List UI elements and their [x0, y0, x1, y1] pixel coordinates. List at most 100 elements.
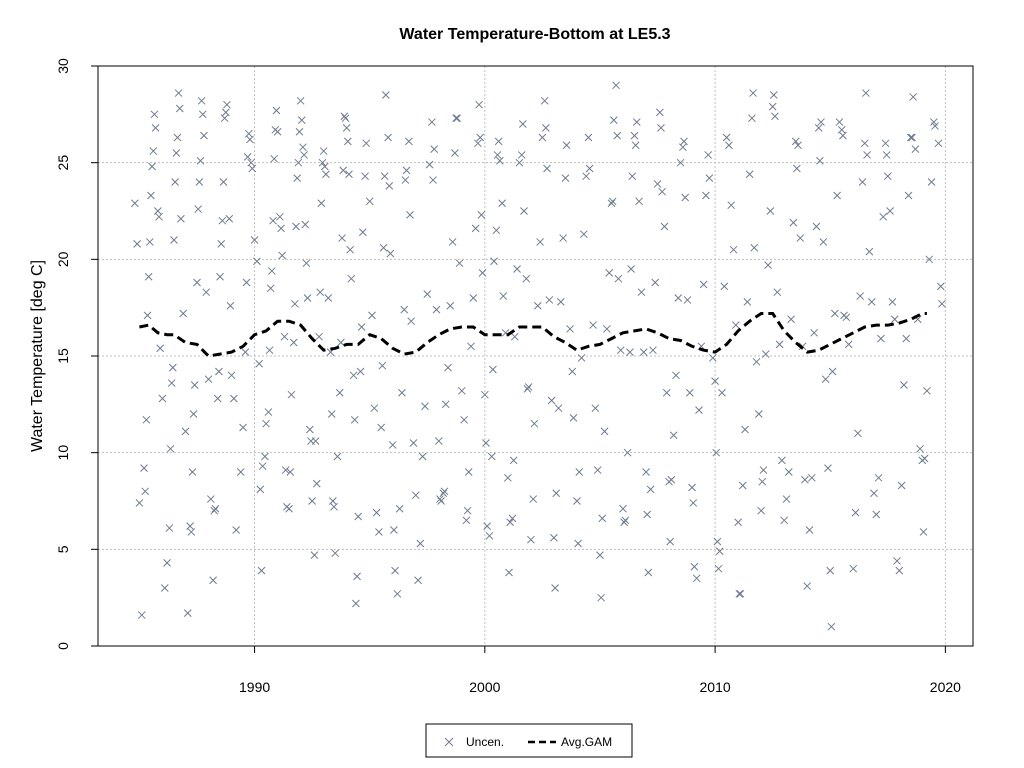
- data-point: [179, 309, 188, 318]
- data-point: [759, 466, 768, 474]
- data-point: [145, 238, 154, 246]
- data-point: [292, 222, 300, 231]
- data-point: [428, 118, 436, 126]
- data-point: [916, 444, 924, 453]
- data-point: [609, 116, 618, 124]
- data-point: [250, 236, 259, 244]
- data-point: [626, 348, 634, 356]
- data-point: [810, 328, 818, 337]
- data-point: [649, 346, 657, 355]
- data-point: [170, 236, 178, 244]
- data-point: [151, 124, 160, 132]
- data-point: [743, 298, 752, 306]
- data-point: [317, 199, 326, 208]
- data-point: [812, 222, 821, 231]
- data-point: [655, 108, 664, 117]
- data-point: [591, 404, 600, 413]
- data-point: [489, 365, 497, 374]
- data-point: [794, 141, 802, 150]
- data-point: [545, 296, 554, 304]
- data-point: [824, 464, 832, 472]
- data-point: [446, 301, 455, 310]
- data-point: [766, 207, 775, 215]
- data-point: [455, 259, 464, 268]
- data-point: [189, 410, 198, 418]
- data-point: [920, 454, 929, 463]
- data-point: [561, 174, 570, 182]
- data-point: [523, 385, 532, 393]
- data-point: [692, 574, 701, 583]
- data-point: [925, 255, 934, 264]
- data-point: [752, 357, 761, 366]
- data-point: [270, 154, 279, 163]
- data-point: [209, 576, 217, 585]
- data-point: [204, 375, 213, 384]
- data-point: [460, 415, 468, 424]
- data-point: [540, 96, 549, 105]
- data-point: [478, 269, 487, 277]
- data-point: [155, 212, 163, 221]
- data-point: [316, 288, 325, 297]
- data-point: [600, 427, 609, 436]
- data-point: [464, 468, 473, 476]
- data-point: [293, 174, 302, 182]
- data-point: [297, 116, 306, 124]
- data-point: [562, 141, 571, 150]
- data-point: [630, 131, 639, 140]
- data-point: [637, 288, 646, 297]
- data-point: [381, 91, 390, 99]
- data-point: [513, 265, 521, 273]
- data-point: [440, 487, 449, 496]
- legend: Uncen. Avg.GAM: [425, 723, 633, 758]
- data-point: [430, 145, 439, 153]
- data-point: [256, 485, 265, 494]
- data-point: [253, 257, 261, 266]
- y-tick-label: 30: [55, 58, 71, 74]
- data-point: [858, 178, 867, 186]
- data-point: [163, 559, 171, 567]
- data-point: [559, 234, 567, 242]
- data-point: [589, 321, 597, 329]
- data-point: [517, 151, 526, 159]
- data-point: [411, 491, 420, 500]
- data-point: [584, 133, 593, 142]
- data-point: [839, 131, 847, 140]
- data-point: [734, 518, 742, 527]
- data-point: [448, 238, 457, 246]
- data-point: [248, 164, 257, 173]
- legend-label-uncen: Uncen.: [466, 735, 504, 749]
- data-point: [302, 259, 311, 268]
- data-point: [319, 147, 328, 155]
- data-point: [807, 473, 816, 482]
- data-point: [904, 191, 913, 200]
- data-point: [213, 394, 222, 403]
- data-point: [725, 141, 733, 150]
- data-point: [775, 340, 784, 349]
- data-point: [173, 133, 182, 142]
- data-point: [662, 388, 671, 397]
- data-point: [666, 537, 675, 546]
- data-point: [391, 566, 399, 575]
- data-point: [711, 377, 719, 385]
- grid: [98, 65, 973, 647]
- data-point: [149, 147, 158, 155]
- data-point: [418, 452, 427, 461]
- data-point: [685, 388, 694, 397]
- data-point: [375, 528, 383, 536]
- data-point: [166, 444, 175, 453]
- data-point: [856, 292, 865, 300]
- data-point: [580, 230, 588, 239]
- data-point: [860, 139, 869, 148]
- data-point: [805, 526, 814, 534]
- x-axis: 1990 2000 2010 2020: [239, 646, 961, 695]
- data-point: [708, 354, 717, 362]
- data-point: [301, 220, 310, 229]
- data-point: [437, 497, 445, 505]
- data-point: [377, 423, 386, 432]
- data-point: [635, 197, 643, 206]
- data-point: [261, 452, 269, 461]
- data-point: [870, 489, 878, 498]
- data-point: [463, 506, 472, 515]
- data-point: [386, 249, 395, 258]
- data-point: [676, 158, 685, 167]
